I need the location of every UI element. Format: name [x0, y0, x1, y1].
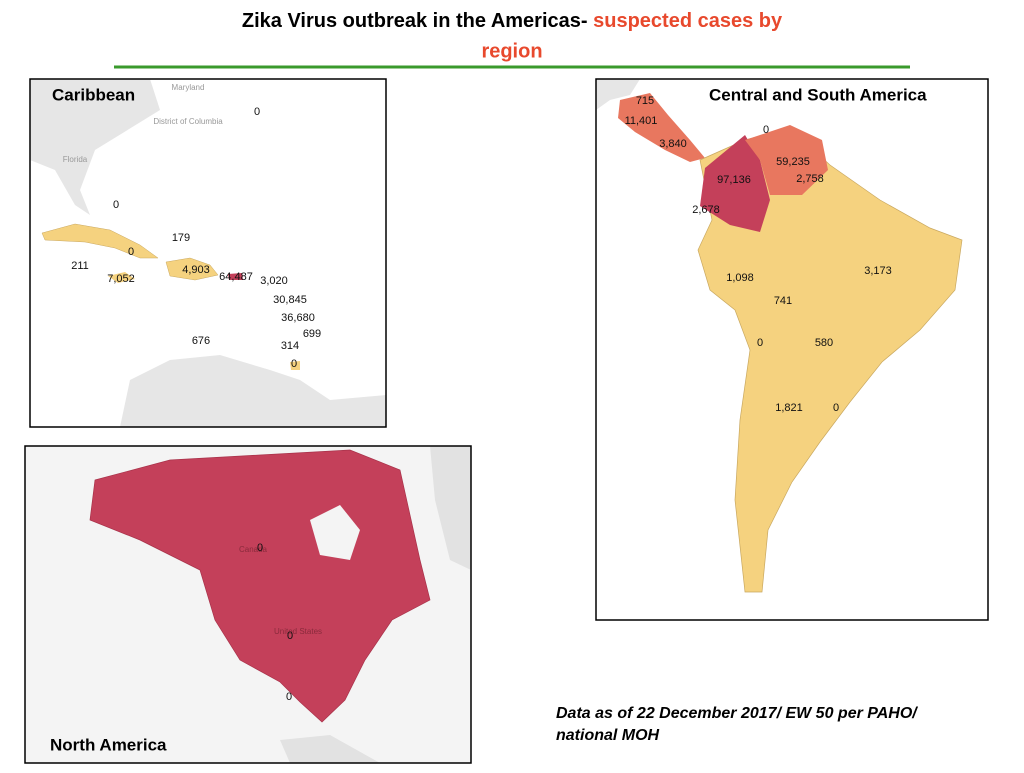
land: [30, 79, 160, 215]
case-label: 0: [833, 402, 839, 414]
case-label: 0: [254, 106, 260, 118]
puerto-rico: [228, 273, 243, 280]
panel-frame: [595, 78, 989, 621]
title: Zika Virus outbreak in the Americas- sus…: [242, 10, 783, 32]
case-label: 211: [71, 260, 89, 272]
jamaica: [108, 272, 135, 283]
case-label: 0: [763, 124, 769, 136]
panel-title: Caribbean: [52, 85, 135, 104]
case-label: 2,758: [796, 173, 824, 185]
case-label: 59,235: [776, 156, 810, 168]
case-label: 676: [192, 335, 210, 347]
place-name: Florida: [63, 155, 88, 164]
greenland: [430, 446, 471, 570]
case-label: 0: [257, 542, 263, 554]
cuba: [41, 223, 159, 259]
case-label: 0: [113, 199, 119, 211]
south-america: [697, 127, 963, 593]
case-label: 699: [303, 328, 321, 340]
central-america: [618, 93, 705, 162]
case-label: 314: [281, 340, 299, 352]
venezuela: [745, 125, 828, 195]
case-label: 179: [172, 232, 190, 244]
place-name: Canada: [239, 545, 268, 554]
footnote: national MOH: [556, 727, 660, 744]
case-label: 64,487: [219, 271, 253, 283]
trinidad: [290, 361, 300, 370]
title-highlight: suspected cases by: [593, 10, 783, 32]
place-name: Maryland: [172, 83, 205, 92]
case-label: 0: [128, 246, 134, 258]
case-label: 0: [287, 630, 293, 642]
colombia: [700, 135, 770, 232]
footnote: Data as of 22 December 2017/ EW 50 per P…: [556, 705, 918, 722]
case-label: 11,401: [625, 115, 658, 127]
case-label: 30,845: [273, 294, 307, 306]
title-highlight-line2: region: [481, 40, 542, 62]
panel-frame: [24, 445, 472, 764]
case-label: 580: [815, 337, 833, 349]
caribbean-map: Maryland District of Columbia Florida: [30, 79, 386, 427]
case-label: 4,903: [182, 264, 210, 276]
case-label: 97,136: [717, 174, 751, 186]
south-america-map: [596, 79, 988, 620]
hudson-bay: [310, 505, 360, 560]
labels: 715 11,401 0 3,840 59,235 97,136 2,758 2,678 3,1…: [625, 95, 892, 414]
case-label: 0: [291, 358, 297, 370]
land: [120, 355, 386, 427]
case-label: 36,680: [281, 312, 315, 324]
place-name: District of Columbia: [153, 117, 223, 126]
panel-title: North America: [50, 735, 167, 754]
labels: 0 0 179 0 211 4,903 7,052 64,487 3,020 30,845 36,6…: [71, 106, 321, 370]
land: [596, 79, 640, 110]
land: [280, 735, 380, 763]
case-label: 741: [774, 295, 792, 307]
panel-frame: [29, 78, 387, 428]
panel-title: Central and South America: [709, 85, 927, 104]
place-name: United States: [274, 627, 322, 636]
title-main: Zika Virus outbreak in the Americas-: [242, 10, 593, 32]
north-america-map: Canada United States: [25, 446, 471, 763]
case-label: 3,840: [659, 138, 687, 150]
case-label: 0: [757, 337, 763, 349]
case-label: 0: [286, 691, 292, 703]
case-label: 3,173: [864, 265, 892, 277]
labels: 0 0 0: [257, 542, 293, 703]
hispaniola: [165, 257, 219, 281]
case-label: 7,052: [107, 273, 135, 285]
case-label: 715: [636, 95, 654, 107]
case-label: 3,020: [260, 275, 288, 287]
case-label: 1,821: [775, 402, 803, 414]
case-label: 2,678: [692, 204, 720, 216]
case-label: 1,098: [726, 272, 754, 284]
